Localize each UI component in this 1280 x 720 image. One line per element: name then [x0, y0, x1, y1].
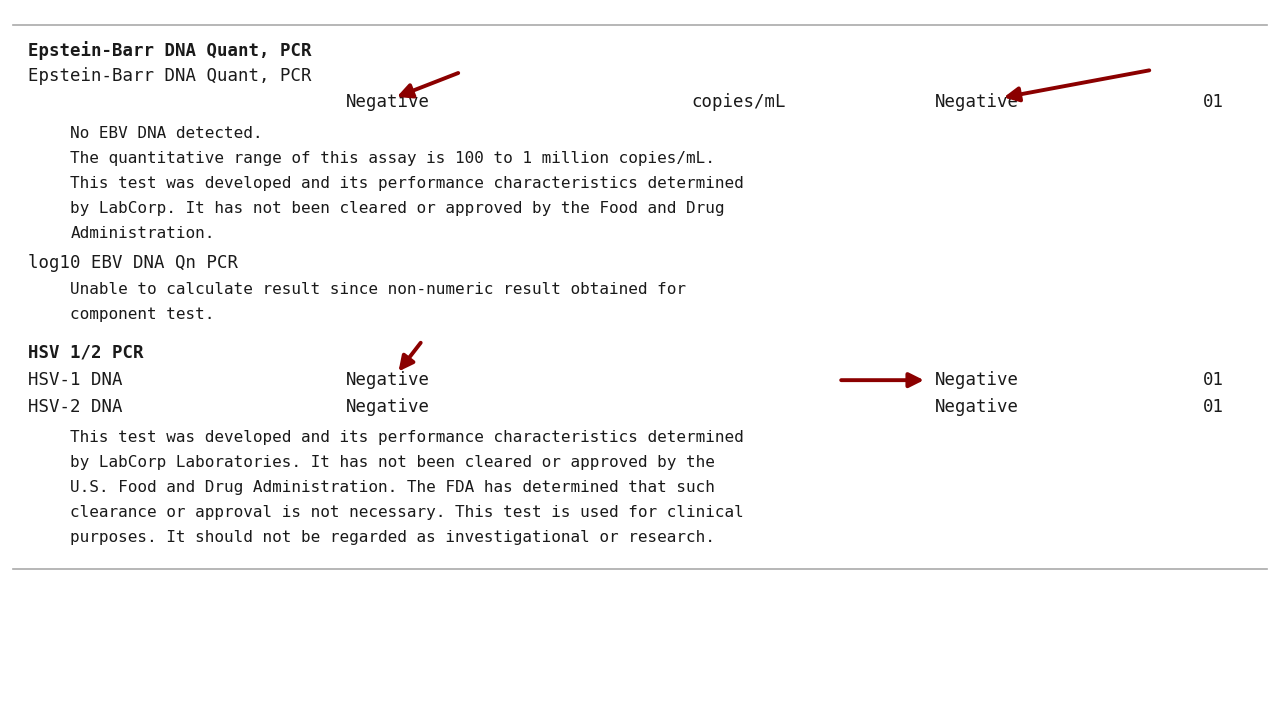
Text: purposes. It should not be regarded as investigational or research.: purposes. It should not be regarded as i…: [70, 531, 716, 545]
Text: Negative: Negative: [346, 372, 430, 389]
Text: This test was developed and its performance characteristics determined: This test was developed and its performa…: [70, 430, 744, 444]
Text: by LabCorp Laboratories. It has not been cleared or approved by the: by LabCorp Laboratories. It has not been…: [70, 455, 716, 469]
Text: Negative: Negative: [346, 397, 430, 416]
Text: by LabCorp. It has not been cleared or approved by the Food and Drug: by LabCorp. It has not been cleared or a…: [70, 202, 724, 216]
Text: 01: 01: [1203, 397, 1224, 416]
Text: HSV 1/2 PCR: HSV 1/2 PCR: [28, 344, 143, 361]
Text: Unable to calculate result since non-numeric result obtained for: Unable to calculate result since non-num…: [70, 282, 686, 297]
Text: component test.: component test.: [70, 307, 215, 322]
Text: No EBV DNA detected.: No EBV DNA detected.: [70, 126, 262, 140]
Text: copies/mL: copies/mL: [691, 93, 786, 111]
Text: Epstein-Barr DNA Quant, PCR: Epstein-Barr DNA Quant, PCR: [28, 67, 311, 85]
Text: 01: 01: [1203, 372, 1224, 389]
Text: The quantitative range of this assay is 100 to 1 million copies/mL.: The quantitative range of this assay is …: [70, 151, 716, 166]
Text: HSV-2 DNA: HSV-2 DNA: [28, 397, 123, 416]
Text: clearance or approval is not necessary. This test is used for clinical: clearance or approval is not necessary. …: [70, 505, 744, 520]
Text: log10 EBV DNA Qn PCR: log10 EBV DNA Qn PCR: [28, 254, 238, 271]
Text: Negative: Negative: [346, 93, 430, 111]
Text: This test was developed and its performance characteristics determined: This test was developed and its performa…: [70, 176, 744, 191]
Text: Administration.: Administration.: [70, 227, 215, 241]
Text: 01: 01: [1203, 93, 1224, 111]
Text: Negative: Negative: [934, 372, 1019, 389]
Text: HSV-1 DNA: HSV-1 DNA: [28, 372, 123, 389]
Text: Negative: Negative: [934, 93, 1019, 111]
Text: Negative: Negative: [934, 397, 1019, 416]
Text: U.S. Food and Drug Administration. The FDA has determined that such: U.S. Food and Drug Administration. The F…: [70, 480, 716, 495]
Text: Epstein-Barr DNA Quant, PCR: Epstein-Barr DNA Quant, PCR: [28, 41, 311, 60]
